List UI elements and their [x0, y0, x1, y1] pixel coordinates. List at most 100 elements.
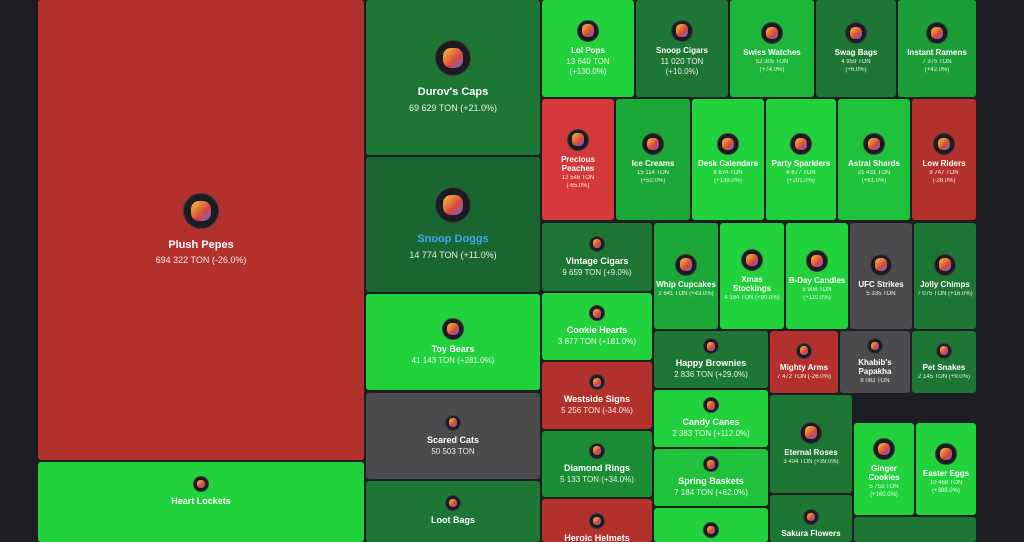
- tile[interactable]: Snoop Doggs 14 774 TON (+11.0%): [366, 157, 540, 292]
- gift-icon: [935, 442, 957, 465]
- gift-price: 694 322 TON (-26.0%): [155, 255, 247, 266]
- tile[interactable]: Cookie Hearts 3 877 TON (+181.0%): [542, 293, 652, 360]
- gift-name: Ginger Cookies: [868, 464, 900, 483]
- tile[interactable]: Ginger Cookies 5 753 TON (+160.0%): [854, 423, 914, 515]
- gift-name: Cookie Hearts: [566, 325, 628, 336]
- gift-price: 2 641 TON (+43.0%): [658, 290, 714, 297]
- tile[interactable]: Candy Canes 2 383 TON (+112.0%): [654, 390, 768, 447]
- gift-price: 7 075 TON (+16.0%): [917, 290, 973, 297]
- gift-image: [675, 24, 689, 37]
- gift-image: [646, 138, 660, 151]
- gift-image: [446, 322, 460, 335]
- tile[interactable]: Precious Peaches 12 546 TON (-65.0%): [542, 99, 614, 220]
- tile[interactable]: Pet Snakes 2 145 TON (+9.0%): [912, 331, 976, 393]
- tile[interactable]: Eternal Roses 3 404 TON (+39.0%): [770, 395, 852, 493]
- gift-icon: [703, 522, 719, 538]
- gift-icon: [642, 133, 664, 156]
- tile[interactable]: Sakura Flowers: [770, 495, 852, 542]
- gift-price: (-28.0%): [932, 178, 956, 185]
- gift-price: 7 472 TON (-26.0%): [777, 373, 831, 380]
- gift-price: 8 674 TON: [713, 170, 743, 177]
- gift-price: 3 877 TON (+181.0%): [557, 337, 637, 347]
- gift-image: [196, 479, 206, 489]
- gift-name: Westside Signs: [563, 394, 631, 405]
- gift-image: [937, 138, 951, 151]
- tile[interactable]: Mighty Arms 7 472 TON (-26.0%): [770, 331, 838, 393]
- tile[interactable]: Easter Eggs 10 468 TON (+389.0%): [916, 423, 976, 515]
- tile[interactable]: Astral Shards 21 431 TON (+81.0%): [838, 99, 910, 220]
- gift-icon: [435, 187, 471, 224]
- gift-price: 6 677 TON: [786, 170, 816, 177]
- gift-image: [191, 200, 211, 221]
- tile[interactable]: Toy Bears 41 143 TON (+281.0%): [366, 294, 540, 390]
- gift-name: Astral Shards: [847, 159, 901, 169]
- gift-price: (+110.0%): [803, 294, 831, 301]
- tile[interactable]: Swiss Watches 52 305 TON (+74.0%): [730, 0, 814, 97]
- gift-icon: [933, 133, 955, 156]
- tile[interactable]: Swag Bags 4 959 TON (+6.0%): [816, 0, 896, 97]
- tile[interactable]: B-Day Candles 5 908 TON (+110.0%): [786, 223, 848, 329]
- gift-price: (+42.0%): [924, 67, 950, 74]
- gift-name: Swiss Watches: [743, 48, 801, 58]
- gift-price: 41 143 TON (+281.0%): [411, 355, 495, 365]
- tile[interactable]: Vintage Cigars 9 659 TON (+9.0%): [542, 223, 652, 291]
- gift-price: 5 133 TON (+34.0%): [560, 474, 634, 484]
- gift-icon: [703, 397, 719, 414]
- gift-price: 11 020 TON: [660, 56, 704, 66]
- gift-icon: [873, 438, 895, 461]
- gift-name: Xmas Stockings: [732, 274, 772, 294]
- tile[interactable]: Westside Signs 5 256 TON (-34.0%): [542, 362, 652, 429]
- tile[interactable]: Heart Lockets: [38, 462, 364, 542]
- tile: [854, 517, 976, 542]
- tile[interactable]: Durov's Caps 69 629 TON (+21.0%): [366, 0, 540, 155]
- gift-name: Pet Snakes: [922, 362, 966, 372]
- gift-price: (+6.0%): [845, 67, 867, 74]
- gift-icon: [761, 22, 783, 45]
- tile[interactable]: UFC Strikes 5 335 TON: [850, 223, 912, 329]
- gift-image: [804, 426, 818, 439]
- tile[interactable]: Instant Ramens 7 375 TON (+42.0%): [898, 0, 976, 97]
- gift-image: [592, 516, 602, 526]
- gift-icon: [577, 19, 599, 42]
- tile[interactable]: Plush Pepes 694 322 TON (-26.0%): [38, 0, 364, 460]
- gift-price: 12 546 TON: [561, 174, 595, 181]
- tile[interactable]: Jolly Chimps 7 075 TON (+16.0%): [914, 223, 976, 329]
- tile[interactable]: Ice Creams 15 114 TON (+52.0%): [616, 99, 690, 220]
- gift-name: Candy Canes: [682, 417, 740, 428]
- tile[interactable]: Party Sparklers 6 677 TON (+201.0%): [766, 99, 836, 220]
- tile[interactable]: Diamond Rings 5 133 TON (+34.0%): [542, 431, 652, 497]
- tile[interactable]: Snoop Cigars 11 020 TON (+10.0%): [636, 0, 728, 97]
- gift-icon: [806, 249, 828, 272]
- tile[interactable]: Xmas Stockings 4 194 TON (+90.0%): [720, 223, 784, 329]
- gift-name: Vintage Cigars: [565, 255, 629, 266]
- tile[interactable]: Happy Brownies 2 836 TON (+29.0%): [654, 331, 768, 388]
- gift-image: [799, 346, 809, 355]
- gift-name: Snoop Cigars: [655, 45, 708, 55]
- gift-image: [592, 377, 602, 387]
- tile[interactable]: Khabib's Papakha 8 082 TON: [840, 331, 910, 393]
- gift-image: [592, 239, 602, 249]
- gift-icon: [589, 442, 605, 459]
- gift-image: [443, 195, 463, 216]
- tile[interactable]: Whip Cupcakes 2 641 TON (+43.0%): [654, 223, 718, 329]
- gift-price: (+130.0%): [569, 67, 607, 77]
- tile[interactable]: Desk Calendars 8 674 TON (+139.0%): [692, 99, 764, 220]
- tile[interactable]: Loot Bags: [366, 481, 540, 542]
- gift-icon: [445, 495, 461, 511]
- gift-name: Durov's Caps: [417, 86, 489, 99]
- gift-icon: [926, 22, 948, 45]
- gift-price: 5 256 TON (-34.0%): [561, 406, 633, 416]
- tile[interactable]: Scared Cats 50 503 TON: [366, 393, 540, 479]
- gift-price: (+139.0%): [714, 178, 742, 185]
- tile[interactable]: Lol Pops 13 640 TON (+130.0%): [542, 0, 634, 97]
- gift-name: Swag Bags: [834, 48, 878, 58]
- gift-price: 7 184 TON (+62.0%): [674, 488, 748, 498]
- gift-image: [806, 512, 816, 522]
- tile[interactable]: Spring Baskets 7 184 TON (+62.0%): [654, 449, 768, 506]
- gift-image: [939, 346, 949, 355]
- tile[interactable]: Low Riders 9 747 TON (-28.0%): [912, 99, 976, 220]
- tile[interactable]: Voodoo Dolls: [654, 508, 768, 542]
- tile[interactable]: Heroic Helmets: [542, 499, 652, 542]
- gift-name: Lol Pops: [571, 45, 605, 55]
- gift-icon: [867, 337, 883, 354]
